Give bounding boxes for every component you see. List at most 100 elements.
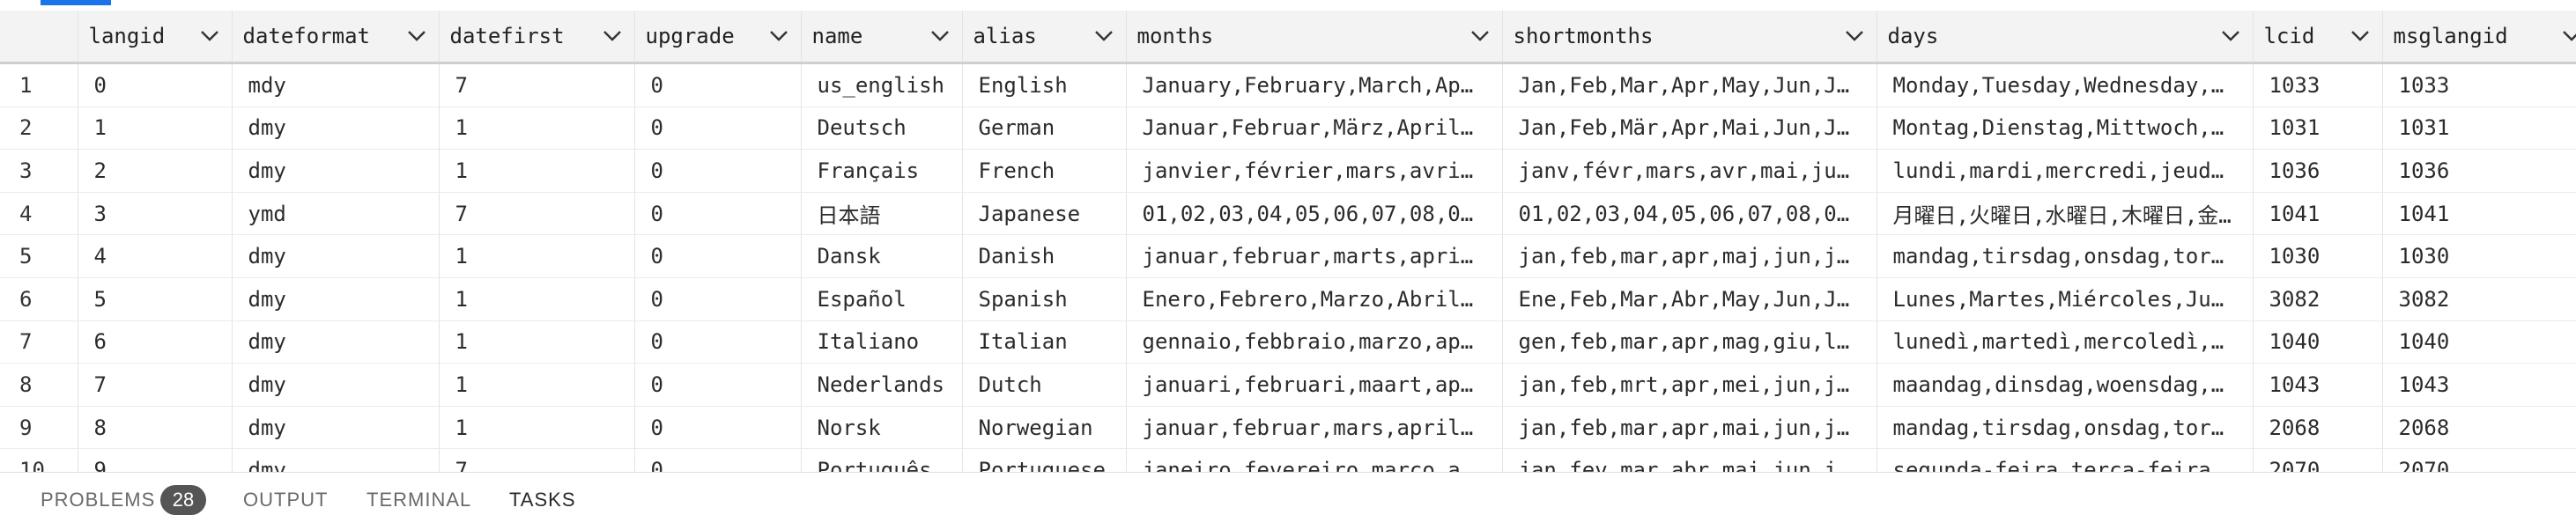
cell-shortmonths[interactable]: Jan,Feb,Mar,Apr,May,Jun,J… [1502, 63, 1876, 107]
cell-dateformat[interactable]: dmy [232, 449, 439, 472]
cell-alias[interactable]: Italian [962, 320, 1126, 364]
chevron-down-icon[interactable] [930, 30, 950, 42]
cell-name[interactable]: 日本語 [801, 192, 962, 235]
cell-datefirst[interactable]: 1 [439, 364, 634, 407]
cell-dateformat[interactable]: dmy [232, 107, 439, 150]
cell-datefirst[interactable]: 7 [439, 63, 634, 107]
cell-dateformat[interactable]: dmy [232, 406, 439, 449]
cell-alias[interactable]: Norwegian [962, 406, 1126, 449]
chevron-down-icon[interactable] [1845, 30, 1864, 42]
cell-name[interactable]: Norsk [801, 406, 962, 449]
cell-name[interactable]: us_english [801, 63, 962, 107]
cell-months[interactable]: januar,februar,marts,apri… [1126, 235, 1502, 278]
cell-lcid[interactable]: 1030 [2253, 235, 2382, 278]
cell-shortmonths[interactable]: gen,feb,mar,apr,mag,giu,l… [1502, 320, 1876, 364]
cell-months[interactable]: janvier,février,mars,avri… [1126, 150, 1502, 193]
column-header[interactable]: lcid [2253, 11, 2382, 63]
cell-lcid[interactable]: 1033 [2253, 63, 2382, 107]
cell-months[interactable]: gennaio,febbraio,marzo,ap… [1126, 320, 1502, 364]
cell-datefirst[interactable]: 1 [439, 320, 634, 364]
cell-shortmonths[interactable]: jan,feb,mrt,apr,mei,jun,j… [1502, 364, 1876, 407]
cell-msglangid[interactable]: 1040 [2382, 320, 2576, 364]
cell-alias[interactable]: Portuguese [962, 449, 1126, 472]
cell-dateformat[interactable]: dmy [232, 320, 439, 364]
tab-output[interactable]: OUTPUT [243, 489, 328, 511]
cell-upgrade[interactable]: 0 [634, 406, 801, 449]
row-number[interactable]: 9 [0, 406, 78, 449]
cell-lcid[interactable]: 3082 [2253, 277, 2382, 320]
cell-langid[interactable]: 8 [78, 406, 232, 449]
cell-langid[interactable]: 5 [78, 277, 232, 320]
row-number[interactable]: 1 [0, 63, 78, 107]
cell-days[interactable]: mandag,tirsdag,onsdag,tor… [1876, 406, 2253, 449]
row-number[interactable]: 6 [0, 277, 78, 320]
chevron-down-icon[interactable] [2562, 30, 2576, 42]
cell-upgrade[interactable]: 0 [634, 235, 801, 278]
cell-dateformat[interactable]: mdy [232, 63, 439, 107]
cell-upgrade[interactable]: 0 [634, 449, 801, 472]
cell-name[interactable]: Español [801, 277, 962, 320]
cell-langid[interactable]: 1 [78, 107, 232, 150]
cell-datefirst[interactable]: 7 [439, 449, 634, 472]
cell-datefirst[interactable]: 1 [439, 406, 634, 449]
cell-dateformat[interactable]: ymd [232, 192, 439, 235]
cell-months[interactable]: January,February,March,Ap… [1126, 63, 1502, 107]
cell-dateformat[interactable]: dmy [232, 277, 439, 320]
cell-days[interactable]: Lunes,Martes,Miércoles,Ju… [1876, 277, 2253, 320]
cell-lcid[interactable]: 1043 [2253, 364, 2382, 407]
cell-msglangid[interactable]: 2070 [2382, 449, 2576, 472]
cell-shortmonths[interactable]: Jan,Feb,Mär,Apr,Mai,Jun,J… [1502, 107, 1876, 150]
cell-days[interactable]: lundi,mardi,mercredi,jeud… [1876, 150, 2253, 193]
cell-shortmonths[interactable]: jan,fev,mar,abr,mai,jun,j… [1502, 449, 1876, 472]
cell-datefirst[interactable]: 7 [439, 192, 634, 235]
tab-problems[interactable]: PROBLEMS [41, 489, 155, 511]
results-grid[interactable]: langid dateformat datefirst upgrade name… [0, 11, 2576, 472]
column-header[interactable]: alias [962, 11, 1126, 63]
cell-name[interactable]: Dansk [801, 235, 962, 278]
cell-months[interactable]: janeiro,fevereiro,marco,a… [1126, 449, 1502, 472]
cell-name[interactable]: Français [801, 150, 962, 193]
cell-langid[interactable]: 2 [78, 150, 232, 193]
cell-lcid[interactable]: 1036 [2253, 150, 2382, 193]
cell-name[interactable]: Italiano [801, 320, 962, 364]
cell-days[interactable]: Monday,Tuesday,Wednesday,… [1876, 63, 2253, 107]
cell-days[interactable]: 月曜日,火曜日,水曜日,木曜日,金… [1876, 192, 2253, 235]
cell-upgrade[interactable]: 0 [634, 63, 801, 107]
cell-langid[interactable]: 4 [78, 235, 232, 278]
column-header[interactable]: days [1876, 11, 2253, 63]
cell-datefirst[interactable]: 1 [439, 107, 634, 150]
tab-terminal[interactable]: TERMINAL [366, 489, 471, 511]
cell-months[interactable]: 01,02,03,04,05,06,07,08,0… [1126, 192, 1502, 235]
cell-lcid[interactable]: 1040 [2253, 320, 2382, 364]
cell-months[interactable]: januar,februar,mars,april… [1126, 406, 1502, 449]
cell-days[interactable]: maandag,dinsdag,woensdag,… [1876, 364, 2253, 407]
cell-msglangid[interactable]: 2068 [2382, 406, 2576, 449]
cell-lcid[interactable]: 2070 [2253, 449, 2382, 472]
cell-langid[interactable]: 0 [78, 63, 232, 107]
cell-shortmonths[interactable]: 01,02,03,04,05,06,07,08,0… [1502, 192, 1876, 235]
cell-months[interactable]: Enero,Febrero,Marzo,Abril… [1126, 277, 1502, 320]
row-number[interactable]: 7 [0, 320, 78, 364]
cell-dateformat[interactable]: dmy [232, 364, 439, 407]
cell-msglangid[interactable]: 1030 [2382, 235, 2576, 278]
column-header[interactable]: months [1126, 11, 1502, 63]
chevron-down-icon[interactable] [769, 30, 788, 42]
column-header[interactable]: shortmonths [1502, 11, 1876, 63]
cell-msglangid[interactable]: 1031 [2382, 107, 2576, 150]
chevron-down-icon[interactable] [2350, 30, 2370, 42]
cell-datefirst[interactable]: 1 [439, 277, 634, 320]
row-number-header[interactable] [0, 11, 78, 63]
cell-days[interactable]: segunda-feira,terca-feira… [1876, 449, 2253, 472]
cell-months[interactable]: januari,februari,maart,ap… [1126, 364, 1502, 407]
chevron-down-icon[interactable] [200, 30, 219, 42]
cell-upgrade[interactable]: 0 [634, 320, 801, 364]
cell-langid[interactable]: 9 [78, 449, 232, 472]
